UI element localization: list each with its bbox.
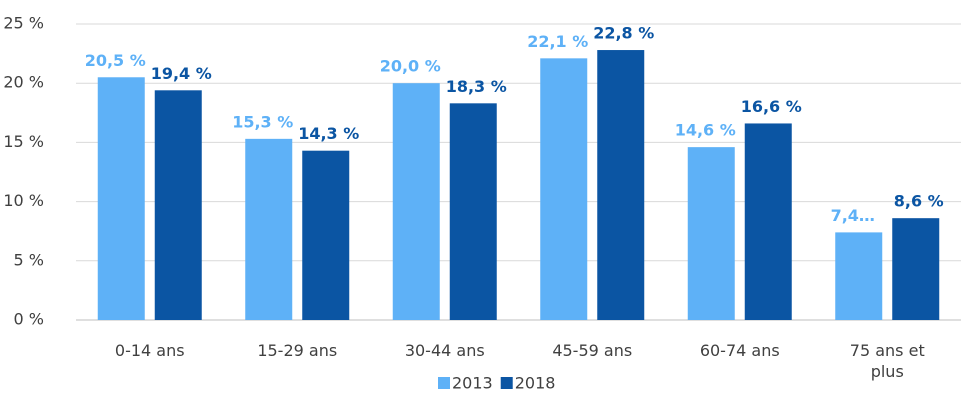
x-tick-label: 0-14 ans — [114, 341, 185, 360]
value-label: 8,6 % — [894, 192, 944, 211]
legend-swatch — [500, 377, 513, 389]
value-label: 22,1 % — [527, 32, 588, 51]
x-tick-label: 60-74 ans — [699, 341, 780, 360]
x-tick-label: 75 ans et plus — [849, 341, 925, 381]
y-tick-label: 0 % — [14, 310, 44, 329]
bar — [302, 150, 350, 320]
y-tick-label: 25 % — [3, 14, 44, 33]
value-label: 20,5 % — [85, 51, 146, 70]
y-tick-label: 15 % — [3, 132, 44, 151]
value-label: 18,3 % — [446, 77, 507, 96]
bar — [744, 123, 792, 321]
y-tick-label: 20 % — [3, 73, 44, 92]
bar — [154, 90, 202, 320]
value-label: 15,3 % — [232, 112, 293, 131]
value-label: 20,0 % — [380, 57, 441, 76]
legend-label: 2018 — [515, 374, 556, 393]
value-label: 14,6 % — [675, 121, 736, 140]
bar — [449, 103, 497, 320]
bar — [392, 83, 440, 320]
x-tick-label: 45-59 ans — [552, 341, 633, 360]
value-label: 14,3 % — [298, 124, 359, 143]
bar — [892, 218, 940, 320]
legend-label: 2013 — [452, 374, 493, 393]
bar — [687, 147, 735, 320]
value-label: 22,8 % — [593, 24, 654, 43]
bar — [835, 232, 883, 320]
value-label: 16,6 % — [741, 97, 802, 116]
y-tick-label: 5 % — [14, 250, 44, 269]
bar — [245, 138, 293, 320]
value-label: 19,4 % — [151, 64, 212, 83]
x-tick-label: 15-29 ans — [257, 341, 338, 360]
bar — [540, 58, 588, 320]
bar — [597, 50, 645, 320]
legend-swatch — [438, 377, 450, 389]
value-label: 7,4… — [831, 206, 875, 225]
x-tick-label: 30-44 ans — [404, 341, 485, 360]
y-tick-label: 10 % — [3, 191, 44, 210]
bar — [97, 77, 145, 320]
